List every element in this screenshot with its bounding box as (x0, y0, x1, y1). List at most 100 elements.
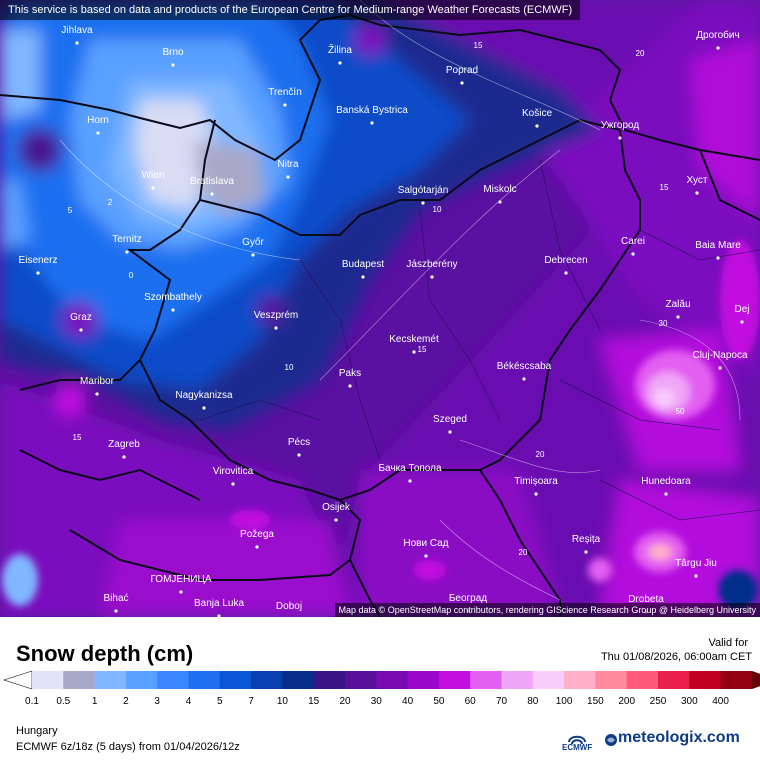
city-dot (716, 256, 720, 260)
colorbar-tick-label: 15 (308, 696, 320, 707)
city-label: Horn (87, 115, 109, 126)
meteologix-brand[interactable]: meteologix.com (602, 729, 740, 747)
colorbar-swatch (188, 671, 221, 689)
city-dot (448, 430, 452, 434)
snow-depth-colorbar: 0.1 0.5 1 2 3 4 5 7 10 15 20 30 40 50 60 70 80 100 150 200 2… (3, 670, 760, 707)
colorbar-tick-label: 1 (92, 696, 98, 707)
colorbar-swatch (32, 671, 64, 689)
city-marker: Miskolc (483, 184, 517, 204)
model-run-info: ECMWF 6z/18z (5 days) from 01/04/2026/12… (16, 741, 240, 753)
city-marker: Kecskemét (389, 334, 439, 354)
city-marker: Banská Bystrica (336, 105, 408, 125)
city-dot (695, 191, 699, 195)
colorbar-swatch (282, 671, 315, 689)
city-label: Târgu Jiu (675, 558, 717, 569)
contour-label: 20 (536, 450, 545, 459)
city-label: Maribor (80, 376, 115, 387)
city-dot (179, 590, 183, 594)
city-dot (421, 201, 425, 205)
contour-label: 10 (433, 205, 442, 214)
city-label: Ужгород (601, 120, 640, 131)
colorbar-swatch (313, 671, 346, 689)
map-title: Snow depth (cm) (16, 641, 194, 666)
city-label: Београд (449, 593, 487, 604)
colorbar-tick-label: 5 (217, 696, 223, 707)
city-marker: Jászberény (406, 259, 458, 279)
city-label: Békéscsaba (497, 361, 552, 372)
region-name: Hungary (16, 725, 58, 737)
city-dot (95, 392, 99, 396)
city-marker: Hunedoara (641, 476, 691, 496)
city-marker: Maribor (80, 376, 115, 396)
city-dot (96, 131, 100, 135)
city-marker: Dej (734, 304, 750, 324)
contour-lines (59, 0, 741, 601)
city-label: Požega (240, 529, 274, 540)
city-dot (694, 574, 698, 578)
city-marker: Cluj-Napoca (692, 350, 748, 370)
colorbar-swatch (564, 671, 596, 689)
contour-label: 15 (418, 345, 427, 354)
city-label: Хуст (687, 175, 708, 186)
city-marker: Košice (522, 108, 552, 128)
city-dot (171, 63, 175, 67)
contour-label: 15 (474, 41, 483, 50)
colorbar-swatch (501, 671, 534, 689)
city-dot (283, 103, 287, 107)
city-label: Hunedoara (641, 476, 691, 487)
snow-depth-map: 15 20 10 15 2 5 0 10 15 30 50 15 20 20 Jihlava Brno Žil… (0, 0, 760, 617)
city-label: Poprad (446, 65, 478, 76)
city-marker: Osijek (322, 502, 351, 522)
meteologix-globe-icon (605, 734, 617, 746)
city-label: Salgótarján (398, 185, 449, 196)
city-dot (79, 328, 83, 332)
city-label: Virovitica (213, 466, 254, 477)
city-dot (430, 275, 434, 279)
map-attribution[interactable]: Map data © OpenStreetMap contributors, r… (334, 603, 760, 617)
legend-panel: Snow depth (cm) Valid for Thu 01/08/2026… (0, 617, 760, 760)
city-marker: Ternitz (112, 234, 142, 254)
city-marker: Бачка Топола (378, 463, 442, 483)
city-dot (338, 61, 342, 65)
city-marker: ГОМЈЕНИЦА (150, 574, 212, 594)
city-dot (286, 175, 290, 179)
colorbar-tick-label: 150 (587, 696, 604, 707)
city-label: Kecskemét (389, 334, 439, 345)
colorbar-swatch (720, 671, 753, 689)
colorbar-swatch (658, 671, 690, 689)
city-marker: Carei (621, 236, 645, 256)
city-dot (498, 200, 502, 204)
city-label: Timișoara (514, 476, 558, 487)
city-dot (255, 545, 259, 549)
city-label: Veszprém (254, 310, 298, 321)
contour-label: 50 (676, 407, 685, 416)
brand-text: meteologix.com (618, 729, 740, 746)
city-marker: Szombathely (144, 292, 202, 312)
city-dot (231, 482, 235, 486)
colorbar-tick-label: 3 (154, 696, 160, 707)
city-dot (412, 350, 416, 354)
city-label: Reșița (572, 534, 601, 545)
contour-label: 2 (108, 198, 113, 207)
contour-label: 0 (129, 271, 134, 280)
city-dot (740, 320, 744, 324)
colorbar-swatch (470, 671, 502, 689)
city-label: Eisenerz (19, 255, 58, 266)
city-label: Nitra (277, 159, 299, 170)
city-label: Baia Mare (695, 240, 741, 251)
colorbar-tick-label: 0.1 (25, 696, 39, 707)
colorbar-swatch (689, 671, 722, 689)
colorbar-tick-label: 2 (123, 696, 129, 707)
city-dot (274, 326, 278, 330)
city-marker: Nitra (277, 159, 299, 179)
city-dot (676, 315, 680, 319)
city-dot (171, 308, 175, 312)
city-label: Trenčín (268, 87, 302, 98)
colorbar-tick-label: 10 (277, 696, 289, 707)
city-marker: Reșița (572, 534, 601, 554)
city-dot (348, 384, 352, 388)
colorbar-tick-label: 300 (681, 696, 698, 707)
city-marker: Brno (162, 47, 184, 67)
city-dot (370, 121, 374, 125)
